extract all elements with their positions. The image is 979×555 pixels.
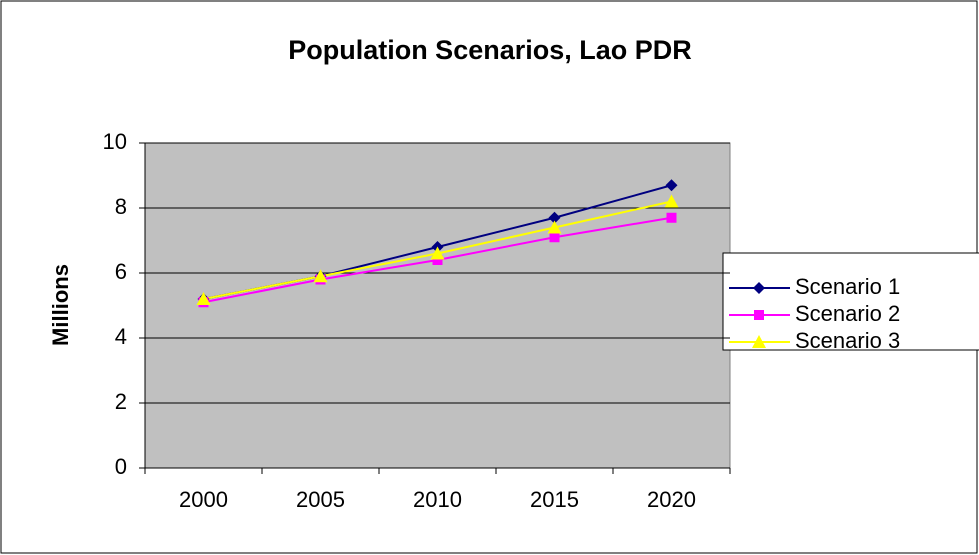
- data-point: [665, 179, 678, 192]
- data-point: [196, 292, 211, 305]
- x-tick-label: 2005: [296, 487, 345, 512]
- x-tick-label: 2015: [530, 487, 579, 512]
- y-tick-label: 6: [115, 259, 127, 284]
- data-point: [313, 269, 328, 283]
- chart-title: Population Scenarios, Lao PDR: [288, 35, 692, 65]
- data-point: [666, 212, 677, 223]
- y-tick-label: 0: [115, 454, 127, 479]
- legend-label: Scenario 2: [795, 301, 900, 326]
- x-tick-label: 2010: [413, 487, 462, 512]
- plot-area: [144, 142, 731, 469]
- y-tick-label: 4: [115, 324, 127, 349]
- legend: [722, 252, 979, 351]
- y-axis-label: Millions: [48, 264, 73, 346]
- data-point: [549, 232, 560, 243]
- legend-marker: [754, 310, 764, 320]
- legend-marker: [752, 335, 766, 348]
- data-point: [432, 255, 443, 265]
- data-point: [664, 194, 679, 208]
- legend-label: Scenario 1: [795, 274, 900, 299]
- x-tick-label: 2020: [647, 487, 696, 512]
- data-point: [548, 211, 561, 224]
- x-tick-label: 2000: [179, 487, 228, 512]
- y-tick-label: 10: [103, 129, 127, 154]
- y-tick-label: 2: [115, 389, 127, 414]
- y-tick-label: 8: [115, 194, 127, 219]
- legend-label: Scenario 3: [795, 328, 900, 353]
- legend-marker: [753, 282, 765, 294]
- data-point: [430, 246, 445, 260]
- data-point: [547, 220, 562, 234]
